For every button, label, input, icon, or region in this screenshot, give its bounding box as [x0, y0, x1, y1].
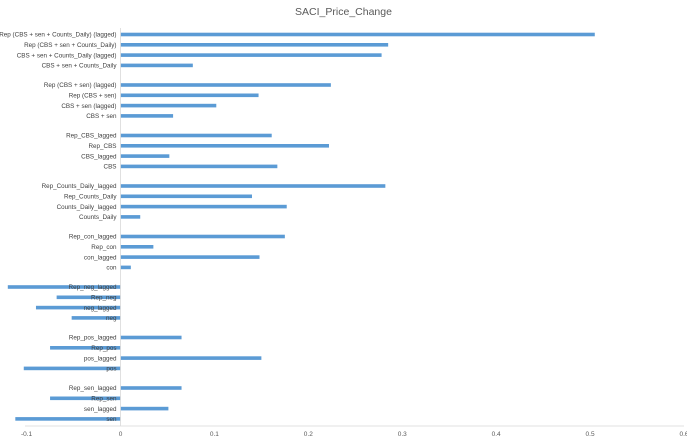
bar-0-3 [120, 63, 193, 68]
bar-6-1 [50, 346, 121, 350]
category-label-2-2: CBS_lagged [81, 153, 117, 160]
bar-2-0 [120, 133, 272, 138]
category-label-7-1: Rep_sen [91, 396, 117, 403]
bar-5-3 [71, 316, 121, 320]
bar-3-2 [120, 204, 287, 209]
x-tick-label-4: 0.3 [398, 431, 407, 438]
category-label-3-1: Rep_Counts_Daily [64, 194, 117, 201]
x-tick-label-3: 0.2 [304, 431, 313, 438]
bar-4-1 [120, 245, 154, 249]
bar-6-2 [120, 356, 262, 360]
x-tick-label-5: 0.4 [492, 431, 501, 438]
category-label-7-3: sen [106, 416, 117, 423]
bar-0-1 [120, 43, 389, 47]
category-label-6-1: Rep_pos [91, 345, 116, 352]
category-label-6-3: pos [106, 366, 116, 373]
bar-3-3 [120, 215, 141, 219]
category-label-0-0: Rep (CBS + sen + Counts_Daily) (lagged) [0, 32, 117, 39]
bar-0-0 [120, 32, 595, 37]
bar-5-1 [56, 295, 121, 300]
bar-5-2 [35, 305, 121, 310]
bar-3-1 [120, 194, 252, 199]
category-label-2-1: Rep_CBS [88, 143, 116, 150]
x-tick-label-6: 0.5 [586, 431, 595, 438]
category-label-5-3: neg [106, 315, 117, 322]
bar-2-1 [120, 144, 329, 148]
category-label-5-0: Rep_neg_lagged [69, 284, 117, 291]
category-label-1-2: CBS + sen (lagged) [61, 103, 116, 110]
x-tick-label-7: 0.6 [679, 431, 687, 438]
chart-title: SACI_Price_Change [295, 6, 392, 18]
bar-4-3 [120, 265, 131, 270]
bar-6-0 [120, 335, 182, 340]
bar-3-0 [120, 184, 386, 188]
category-label-1-3: CBS + sen [86, 113, 117, 120]
category-label-0-1: Rep (CBS + sen + Counts_Daily) [24, 42, 116, 49]
x-axis: -0.1 0 0.1 0.2 0.3 0.4 0.5 0.6 [21, 28, 687, 438]
bar-1-2 [120, 103, 217, 108]
bar-1-0 [120, 83, 331, 87]
x-tick-label-0: -0.1 [21, 431, 33, 438]
bar-4-0 [120, 234, 285, 239]
category-label-4-0: Rep_con_lagged [69, 234, 117, 241]
bar-7-3 [15, 417, 121, 421]
bar-6-3 [23, 366, 121, 371]
category-label-0-3: CBS + sen + Counts_Daily [42, 63, 118, 70]
bar-7-2 [120, 406, 169, 411]
category-label-3-2: Counts_Daily_lagged [57, 204, 117, 211]
bar-1-1 [120, 93, 259, 98]
category-label-4-3: con [106, 265, 117, 272]
bar-1-3 [120, 114, 174, 118]
x-tick-label-2: 0.1 [210, 431, 219, 438]
bar-4-2 [120, 255, 260, 259]
category-label-6-0: Rep_pos_lagged [69, 335, 117, 342]
category-label-4-2: con_lagged [84, 254, 117, 261]
category-label-7-0: Rep_sen_lagged [69, 385, 117, 392]
bars-layer [7, 32, 595, 421]
bar-7-1 [50, 396, 121, 401]
category-label-3-3: Counts_Daily [79, 214, 117, 221]
category-label-7-2: sen_lagged [84, 406, 117, 413]
category-label-0-2: CBS + sen + Counts_Daily (lagged) [17, 52, 117, 59]
bar-7-0 [120, 386, 182, 390]
bar-2-2 [120, 154, 170, 158]
bar-2-3 [120, 164, 278, 169]
category-label-2-0: Rep_CBS_lagged [66, 133, 117, 140]
category-label-1-0: Rep (CBS + sen) (lagged) [44, 82, 117, 89]
category-label-6-2: pos_lagged [84, 355, 117, 362]
bar-5-0 [7, 285, 121, 289]
category-label-2-3: CBS [104, 164, 117, 171]
category-labels-layer: Rep (CBS + sen + Counts_Daily) (lagged) R… [0, 32, 117, 423]
category-label-1-1: Rep (CBS + sen) [69, 93, 117, 100]
x-tick-label-1: 0 [119, 431, 123, 438]
category-label-5-1: Rep_neg [91, 295, 117, 302]
category-label-4-1: Rep_con [91, 244, 117, 251]
category-label-5-2: neg_lagged [84, 305, 117, 312]
category-label-3-0: Rep_Counts_Daily_lagged [42, 183, 117, 190]
bar-0-2 [120, 53, 382, 57]
